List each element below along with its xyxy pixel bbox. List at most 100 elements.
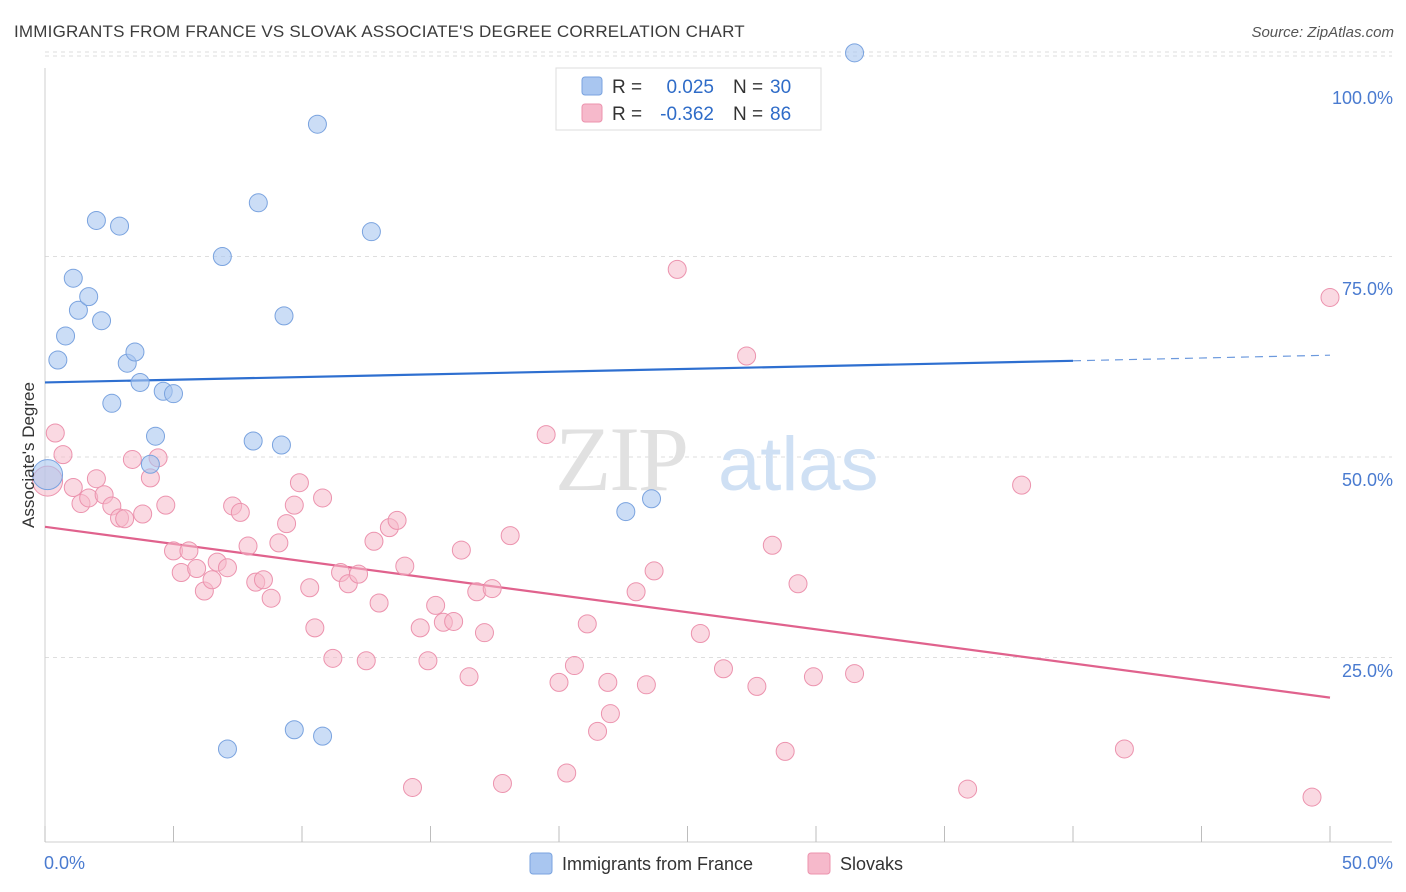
france-point — [217, 739, 237, 759]
france-point — [130, 372, 150, 392]
legend-r-value: -0.362 — [660, 104, 714, 125]
slovak-point — [536, 425, 556, 445]
slovak-point — [86, 469, 106, 489]
france-point — [284, 720, 304, 740]
slovak-point — [230, 502, 250, 522]
legend-swatch-slovak — [581, 103, 603, 123]
slovak-point — [598, 672, 618, 692]
legend-box: R = 0.025 N = 30 R = -0.362 N = 86 — [555, 67, 822, 131]
slovak-point — [300, 578, 320, 598]
y-tick-label: 75.0% — [1342, 279, 1393, 299]
slovak-point — [253, 570, 273, 590]
y-tick-label: 100.0% — [1332, 88, 1393, 108]
slovak-point — [557, 763, 577, 783]
slovak-point — [156, 495, 176, 515]
france-point — [63, 268, 83, 288]
watermark-zip: ZIP — [555, 408, 687, 510]
slovak-point — [549, 672, 569, 692]
slovak-point — [667, 259, 687, 279]
slovak-point — [277, 514, 297, 534]
slovak-trend-line — [44, 525, 1331, 699]
slovak-point — [451, 540, 471, 560]
france-point — [140, 454, 160, 474]
slovak-point — [238, 536, 258, 556]
france-trend-extension — [1072, 354, 1331, 362]
slovak-point — [261, 588, 281, 608]
slovak-point — [45, 423, 65, 443]
france-point — [110, 216, 130, 236]
slovak-point — [492, 773, 512, 793]
slovak-point — [775, 741, 795, 761]
bottom-legend-slovak: Slovaks — [840, 854, 903, 874]
legend-n-value: 30 — [770, 77, 791, 98]
france-trend-line — [44, 359, 1074, 384]
slovak-point — [187, 559, 207, 579]
legend-swatch-france — [581, 76, 603, 96]
slovak-point — [217, 558, 237, 578]
slovak-point — [1012, 475, 1032, 495]
france-point — [313, 726, 333, 746]
legend-n-label: N = — [733, 104, 763, 125]
france-point — [92, 311, 112, 331]
france-point — [86, 210, 106, 230]
bottom-legend: Immigrants from France Slovaks — [529, 852, 903, 875]
slovak-point — [284, 495, 304, 515]
trend-lines — [44, 354, 1331, 699]
source-label: Source: ZipAtlas.com — [1251, 24, 1394, 41]
legend-n-value: 86 — [770, 104, 791, 125]
slovak-point — [289, 473, 309, 493]
france-point — [125, 342, 145, 362]
france-point — [48, 350, 68, 370]
france-point — [79, 287, 99, 307]
slovak-point — [474, 623, 494, 643]
legend-r-label: R = — [612, 104, 642, 125]
axes — [44, 68, 1392, 843]
france-point — [274, 306, 294, 326]
slovak-point — [803, 667, 823, 687]
france-point — [68, 300, 88, 320]
y-tick-label: 25.0% — [1342, 661, 1393, 681]
x-tick-label: 0.0% — [44, 853, 85, 873]
slovak-point — [79, 488, 99, 508]
france-point — [616, 502, 636, 522]
slovak-point — [482, 579, 502, 599]
slovak-point — [1320, 287, 1340, 307]
legend-r-value: 0.025 — [666, 77, 714, 98]
france-point — [243, 431, 263, 451]
y-axis-label: Associate's Degree — [19, 382, 38, 528]
france-point — [642, 489, 662, 509]
legend-n-label: N = — [733, 77, 763, 98]
slovak-point — [636, 675, 656, 695]
france-point — [845, 43, 865, 63]
slovak-point — [600, 704, 620, 724]
france-point — [164, 384, 183, 404]
x-tick-label: 50.0% — [1342, 853, 1393, 873]
slovak-point — [202, 570, 222, 590]
slovak-point — [349, 564, 369, 584]
france-point — [361, 222, 381, 242]
y-tick-label: 50.0% — [1342, 470, 1393, 490]
slovak-point — [444, 611, 464, 631]
slovak-point — [958, 779, 978, 799]
legend-r-label: R = — [612, 77, 642, 98]
slovak-point — [459, 667, 479, 687]
bottom-legend-france: Immigrants from France — [562, 854, 753, 874]
watermark-atlas: atlas — [718, 422, 879, 507]
slovak-point — [313, 488, 333, 508]
slovak-point — [626, 582, 646, 602]
slovak-point — [588, 721, 608, 741]
slovak-point — [179, 541, 199, 561]
slovak-point — [323, 648, 343, 668]
slovak-point — [1114, 739, 1134, 759]
slovak-point — [845, 664, 865, 684]
france-point — [146, 426, 166, 446]
slovak-point — [644, 561, 664, 581]
slovak-point — [410, 618, 430, 638]
slovak-point — [305, 618, 325, 638]
gridlines — [45, 51, 1392, 659]
slovak-point — [418, 651, 438, 671]
slovak-point — [747, 676, 767, 696]
slovak-point — [387, 510, 407, 530]
france-point — [212, 247, 232, 267]
